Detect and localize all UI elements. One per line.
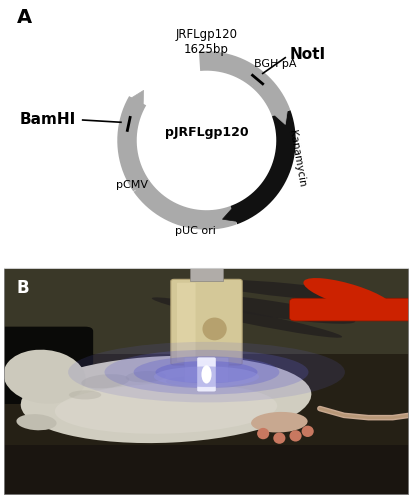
Ellipse shape: [69, 390, 101, 400]
Polygon shape: [223, 206, 240, 222]
Ellipse shape: [156, 361, 257, 384]
Text: pUC ori: pUC ori: [176, 226, 216, 235]
FancyBboxPatch shape: [0, 326, 93, 404]
Bar: [4, 268, 409, 354]
Ellipse shape: [68, 342, 345, 402]
Text: pJRFLgp120: pJRFLgp120: [165, 126, 248, 139]
Ellipse shape: [4, 350, 85, 404]
FancyBboxPatch shape: [171, 280, 242, 365]
Ellipse shape: [21, 356, 311, 443]
Text: BGH pA: BGH pA: [254, 58, 297, 68]
Ellipse shape: [257, 428, 269, 440]
Ellipse shape: [17, 414, 57, 430]
FancyBboxPatch shape: [190, 268, 223, 281]
FancyBboxPatch shape: [290, 298, 413, 321]
Ellipse shape: [104, 350, 309, 395]
Ellipse shape: [166, 376, 206, 386]
Ellipse shape: [301, 426, 314, 437]
Ellipse shape: [290, 430, 301, 442]
Text: NotI: NotI: [289, 48, 325, 62]
FancyBboxPatch shape: [184, 358, 229, 382]
Text: Kanamycin: Kanamycin: [287, 130, 306, 188]
Ellipse shape: [81, 374, 129, 388]
Ellipse shape: [202, 318, 227, 340]
Ellipse shape: [179, 293, 355, 324]
Ellipse shape: [251, 412, 308, 432]
FancyBboxPatch shape: [177, 282, 196, 362]
Text: pCMV: pCMV: [116, 180, 148, 190]
Polygon shape: [135, 176, 150, 194]
Text: JRFLgp120
1625bp: JRFLgp120 1625bp: [176, 28, 237, 56]
Text: A: A: [17, 8, 32, 27]
Polygon shape: [272, 107, 288, 124]
Bar: [4, 445, 409, 495]
Text: B: B: [16, 279, 29, 297]
Ellipse shape: [304, 278, 393, 312]
Polygon shape: [249, 71, 267, 87]
Ellipse shape: [154, 366, 259, 387]
Ellipse shape: [134, 356, 279, 388]
Ellipse shape: [273, 432, 285, 444]
Text: BamHI: BamHI: [20, 112, 76, 127]
Ellipse shape: [208, 280, 367, 300]
Ellipse shape: [126, 371, 166, 382]
Ellipse shape: [55, 384, 277, 434]
Ellipse shape: [152, 298, 342, 338]
Ellipse shape: [202, 366, 211, 384]
Polygon shape: [128, 90, 144, 108]
FancyBboxPatch shape: [197, 358, 216, 392]
